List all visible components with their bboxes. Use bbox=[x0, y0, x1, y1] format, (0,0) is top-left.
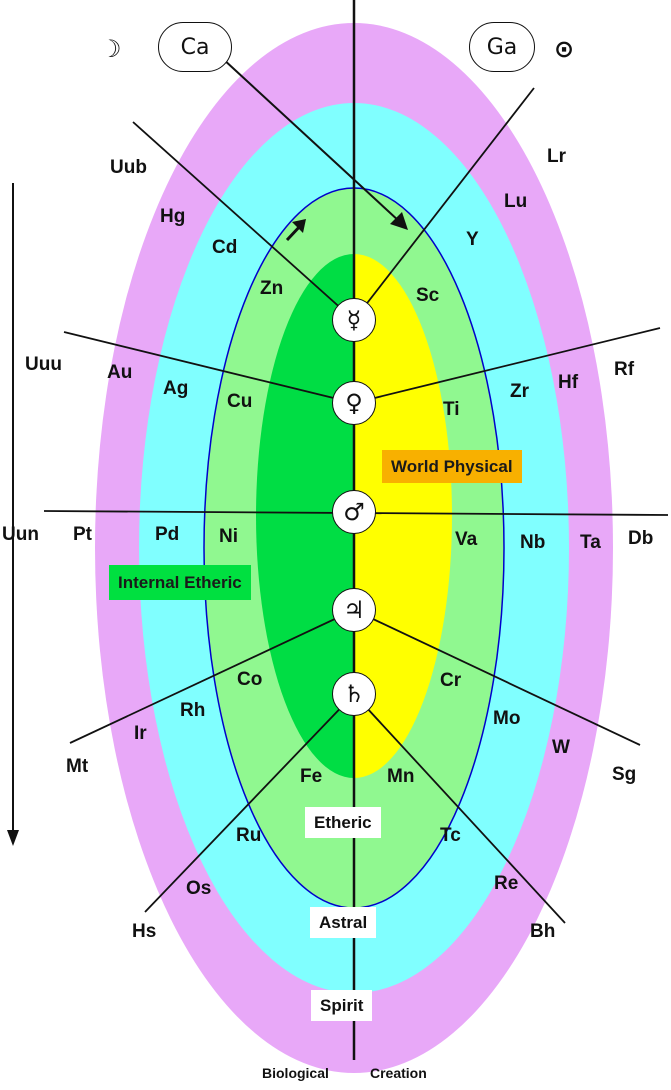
element-label: Os bbox=[186, 878, 212, 899]
moon-icon: ☽ bbox=[100, 35, 122, 63]
element-label: Ru bbox=[236, 825, 262, 846]
short-arrowhead bbox=[292, 219, 306, 233]
element-label: Uun bbox=[2, 524, 39, 545]
element-label: Hf bbox=[558, 372, 579, 393]
line-jupiter-left bbox=[69, 609, 355, 744]
footer-word-creation: Creation bbox=[370, 1065, 427, 1081]
mars-icon: ♂ bbox=[332, 490, 376, 534]
element-label: Mo bbox=[493, 708, 521, 729]
element-label: Re bbox=[494, 873, 519, 894]
element-label: Cu bbox=[227, 391, 253, 412]
left-down-arrowhead bbox=[7, 830, 19, 846]
gallium-ion-label: Ga bbox=[486, 34, 518, 60]
ca-diagonal-line bbox=[221, 57, 401, 223]
element-label: Sc bbox=[416, 285, 440, 306]
line-mercury-left bbox=[132, 121, 355, 321]
element-label: Cd bbox=[212, 237, 238, 258]
element-label: Sg bbox=[612, 764, 637, 785]
line-venus-left bbox=[63, 331, 355, 404]
element-label: Zr bbox=[510, 381, 529, 402]
saturn-icon: ♄ bbox=[332, 672, 376, 716]
venus-icon: ♀ bbox=[332, 381, 376, 425]
element-label: Mt bbox=[66, 756, 89, 777]
element-label: Hg bbox=[160, 206, 186, 227]
line-jupiter-right bbox=[353, 609, 641, 746]
element-label: Ag bbox=[163, 378, 189, 399]
spirit-label: Spirit bbox=[311, 990, 373, 1021]
mercury-icon: ☿ bbox=[332, 298, 376, 342]
element-label: Co bbox=[237, 669, 263, 690]
element-label: Cr bbox=[440, 670, 462, 691]
element-label: Rf bbox=[614, 359, 635, 380]
calcium-ion-label: Ca bbox=[180, 34, 210, 60]
calcium-ion-badge: Ca bbox=[158, 22, 232, 72]
element-label: Lr bbox=[547, 146, 566, 167]
line-mercury-right bbox=[353, 87, 535, 321]
radial-lines bbox=[43, 87, 669, 924]
element-label: Rh bbox=[180, 700, 206, 721]
element-label: Ti bbox=[443, 399, 460, 420]
element-label: Zn bbox=[260, 278, 284, 299]
line-saturn-right bbox=[353, 693, 566, 924]
element-label: Ni bbox=[219, 526, 238, 547]
element-label: Y bbox=[466, 229, 479, 250]
element-label: Bh bbox=[530, 921, 556, 942]
ca-arrowhead bbox=[390, 212, 408, 230]
astral-label: Astral bbox=[310, 907, 377, 938]
element-label: Pd bbox=[155, 524, 180, 545]
gallium-ion-badge: Ga bbox=[469, 22, 535, 72]
sun-icon: ⊙ bbox=[554, 35, 575, 63]
element-label: W bbox=[552, 737, 570, 758]
element-label: Fe bbox=[300, 766, 323, 787]
element-label: Lu bbox=[504, 191, 528, 212]
element-label: Tc bbox=[440, 825, 461, 846]
line-saturn-left bbox=[144, 693, 355, 913]
element-label: Ta bbox=[580, 532, 601, 553]
footer-word-biological: Biological bbox=[262, 1065, 329, 1081]
internal-etheric-label: Internal Etheric bbox=[109, 565, 251, 600]
element-label: Hs bbox=[132, 921, 157, 942]
line-venus-right bbox=[353, 327, 661, 404]
element-label: Nb bbox=[520, 532, 546, 553]
element-label: Uub bbox=[110, 157, 147, 178]
world-physical-label: World Physical bbox=[382, 450, 522, 483]
element-label: Mn bbox=[387, 766, 415, 787]
etheric-label: Etheric bbox=[305, 807, 381, 838]
element-label: Pt bbox=[73, 524, 92, 545]
element-label: Va bbox=[455, 529, 478, 550]
element-label: Au bbox=[107, 362, 133, 383]
element-label: Uuu bbox=[25, 354, 62, 375]
jupiter-icon: ♃ bbox=[332, 588, 376, 632]
element-label: Db bbox=[628, 528, 654, 549]
element-label: Ir bbox=[134, 723, 147, 744]
